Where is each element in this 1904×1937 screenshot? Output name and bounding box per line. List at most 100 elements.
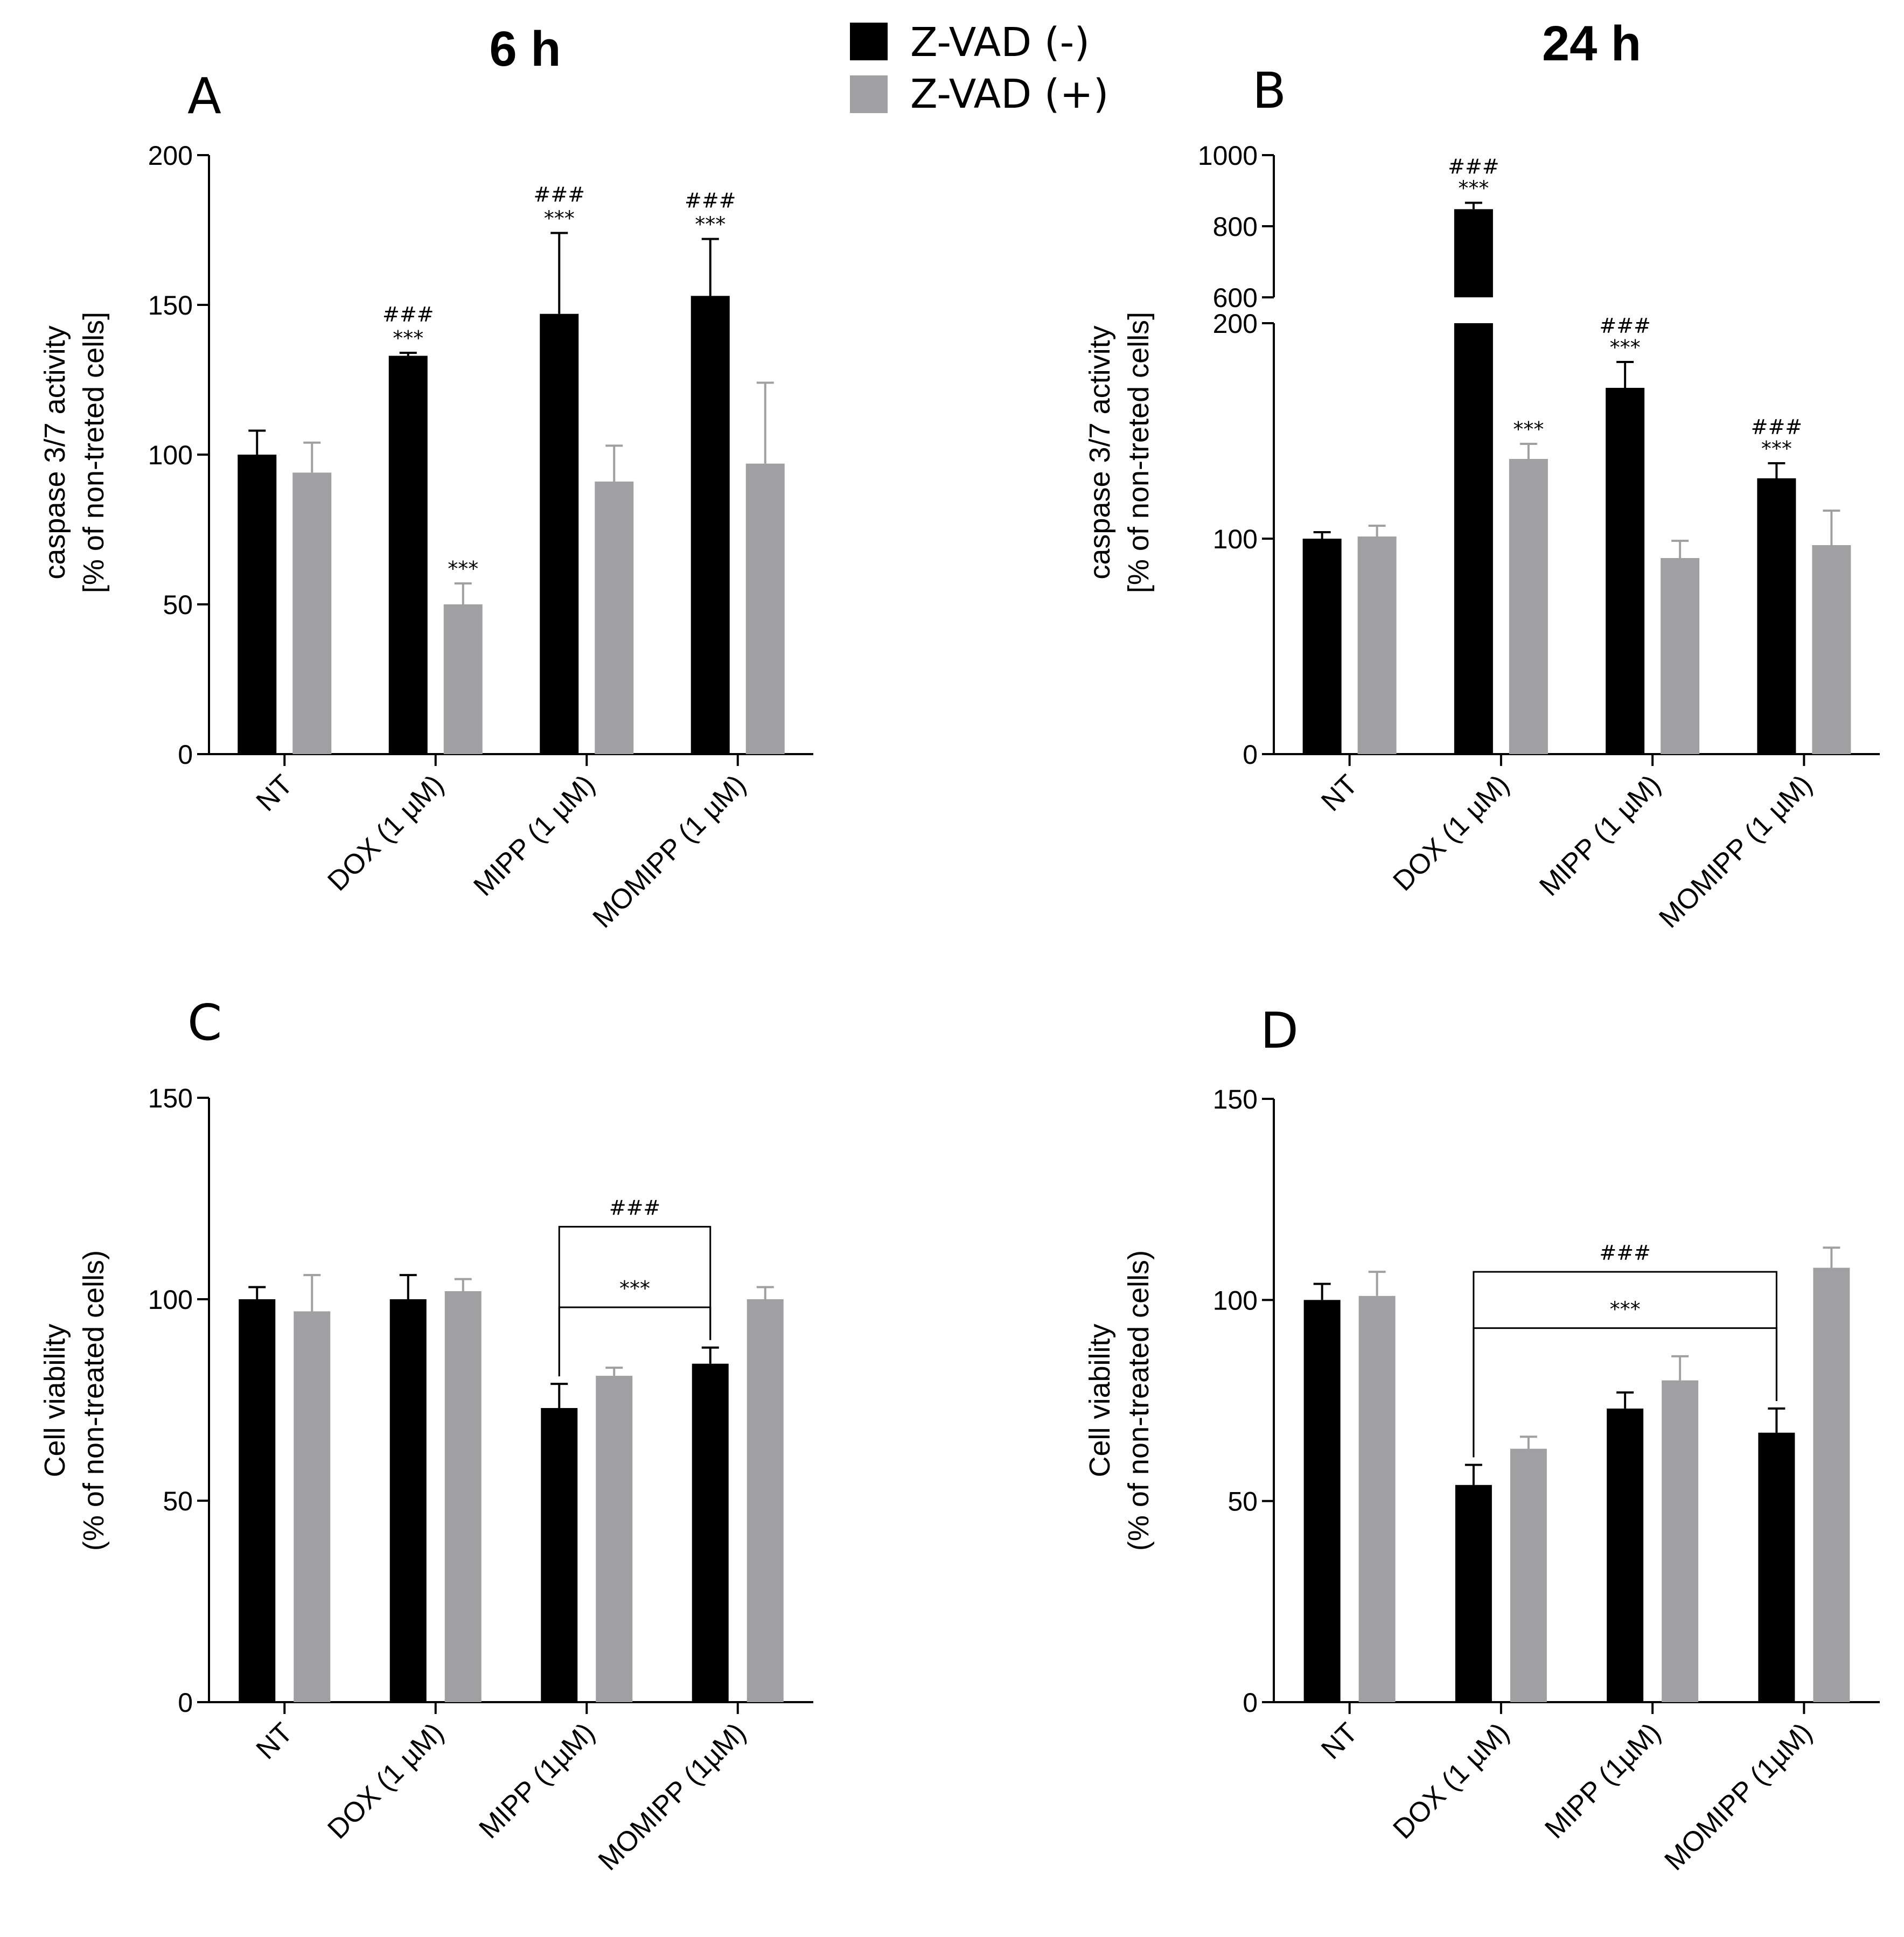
x-tick-label: MIPP (1 µM) (1533, 769, 1666, 902)
bar-zvad-plus (596, 1376, 633, 1702)
bar-zvad-plus (1358, 1295, 1396, 1702)
significance-label: *** (1458, 176, 1489, 200)
chart-panel-c: 0 50 100 150 ### *** NT DOX (1 µM) MIPP (1µM)MOM… (39, 1083, 813, 1877)
bar-zvad-plus (747, 1299, 784, 1702)
bar-zvad-plus (1812, 545, 1851, 754)
y-axis-label-line-1: Cell viability (1084, 1323, 1116, 1477)
bar-zvad-plus (294, 1311, 331, 1702)
y-tick-label: 600 (1213, 283, 1258, 313)
bar-zvad-minus (1606, 388, 1645, 754)
significance-bracket (558, 1306, 712, 1377)
panel-label-b: B (1252, 62, 1286, 120)
header-6h: 6 h (490, 22, 561, 76)
significance-bracket (1473, 1327, 1777, 1458)
y-tick-label: 50 (163, 590, 193, 620)
bar-zvad-minus (1757, 478, 1796, 754)
panel-label-a: A (187, 67, 221, 125)
legend-label-zvad-plus: Z-VAD (+) (910, 71, 1109, 117)
significance-label: *** (544, 207, 575, 231)
legend-swatch-zvad-plus (850, 75, 888, 113)
significance-bracket (558, 1225, 712, 1377)
bar-zvad-minus (238, 455, 277, 754)
bar-zvad-plus (1661, 558, 1700, 754)
x-tick-label: MOMIPP (1 µM) (1653, 769, 1818, 934)
bar-zvad-plus (443, 604, 483, 754)
y-tick-label: 50 (1228, 1487, 1258, 1517)
x-tick-label: MOMIPP (1µM) (592, 1717, 752, 1876)
bar-zvad-minus (239, 1299, 276, 1702)
bar-zvad-minus (1302, 539, 1342, 754)
significance-label: ### (609, 1196, 661, 1220)
x-tick-label: MIPP (1µM) (1539, 1717, 1666, 1844)
bar-zvad-minus (692, 1363, 729, 1702)
significance-label: ### (1599, 1241, 1651, 1265)
bar-zvad-plus (1662, 1380, 1699, 1702)
y-tick-label: 100 (148, 1285, 193, 1315)
y-tick-label: 1000 (1198, 141, 1258, 171)
bar-zvad-plus (1509, 459, 1548, 754)
significance-label: *** (393, 326, 423, 350)
header-24h: 24 h (1542, 16, 1641, 71)
y-tick-label: 0 (178, 740, 193, 770)
bar-zvad-minus (1454, 323, 1493, 754)
y-tick-label: 50 (163, 1486, 193, 1516)
significance-label: *** (1761, 437, 1792, 461)
significance-label: ### (1599, 314, 1651, 338)
y-axis-label-line-2: (% of non-treated cells) (1122, 1250, 1155, 1551)
y-axis-label: caspase 3/7 activity [% of non-treted cel… (1084, 312, 1155, 593)
y-axis-label-line-1: caspase 3/7 activity (39, 325, 71, 579)
y-tick-label: 200 (1213, 309, 1258, 339)
bar-zvad-plus (292, 472, 332, 754)
y-tick-label: 100 (1213, 524, 1258, 554)
x-tick-label: NT (1315, 1717, 1364, 1765)
y-axis-label: Cell viability (% of non-treated cells) (39, 1250, 110, 1551)
panel-label-c: C (187, 994, 222, 1051)
significance-label: *** (1513, 417, 1544, 441)
x-tick-label: MIPP (1 µM) (468, 769, 601, 902)
y-tick-label: 800 (1213, 212, 1258, 242)
bar-zvad-minus (691, 296, 730, 754)
x-tick-label: DOX (1 µM) (322, 1717, 450, 1845)
bar-zvad-minus-upper (1454, 209, 1493, 297)
x-tick-label: DOX (1 µM) (1387, 1717, 1515, 1845)
significance-label: *** (448, 557, 478, 581)
y-tick-label: 100 (148, 440, 193, 470)
bar-zvad-minus (1758, 1432, 1795, 1702)
significance-label: *** (1610, 336, 1641, 359)
y-axis-label: caspase 3/7 activity [% of non-treted cel… (39, 312, 110, 593)
bar-zvad-minus (1303, 1300, 1341, 1702)
y-tick-label: 0 (1243, 1688, 1258, 1718)
bar-zvad-minus (540, 313, 579, 754)
x-tick-label: NT (250, 1717, 299, 1765)
x-tick-label: NT (1315, 769, 1364, 817)
significance-label: ### (1751, 415, 1803, 439)
y-tick-label: 100 (1213, 1285, 1258, 1315)
y-axis-label-line-2: (% of non-treated cells) (78, 1250, 110, 1551)
x-tick-label: MIPP (1µM) (473, 1717, 601, 1844)
bar-zvad-minus (1455, 1485, 1492, 1702)
significance-label: ### (685, 189, 736, 213)
significance-label: *** (1610, 1298, 1641, 1321)
bar-zvad-minus (389, 1299, 427, 1702)
legend-label-zvad-minus: Z-VAD (-) (910, 19, 1090, 66)
legend-swatch-zvad-minus (850, 23, 888, 60)
bar-zvad-plus (1357, 536, 1397, 754)
panel-label-d: D (1260, 1002, 1299, 1060)
legend: Z-VAD (-) Z-VAD (+) (850, 19, 1109, 117)
significance-label: ### (1448, 155, 1500, 178)
y-tick-label: 200 (148, 141, 193, 171)
bar-zvad-plus (1510, 1448, 1547, 1702)
chart-panel-d: 0 50 100 150 ### *** NT DOX (1 µM) MIPP (1µM)MOM… (1084, 1084, 1880, 1877)
bar-zvad-plus (745, 463, 785, 754)
bar-zvad-plus (595, 482, 634, 754)
significance-label: *** (619, 1277, 650, 1300)
x-tick-label: DOX (1 µM) (322, 769, 450, 897)
x-tick-label: NT (250, 769, 299, 817)
y-axis-label-line-2: [% of non-treted cells] (78, 312, 110, 593)
y-axis-label: Cell viability (% of non-treated cells) (1084, 1250, 1155, 1551)
bar-zvad-plus (444, 1291, 482, 1702)
y-axis-label-line-2: [% of non-treted cells] (1122, 312, 1155, 593)
